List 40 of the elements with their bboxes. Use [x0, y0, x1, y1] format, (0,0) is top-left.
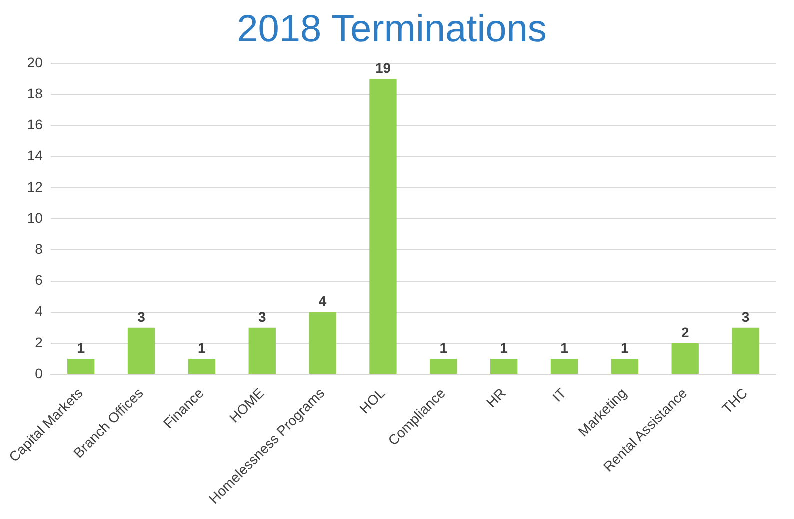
y-tick-label: 16 — [27, 116, 44, 133]
bar — [309, 312, 336, 374]
chart-title: 2018 Terminations — [237, 8, 547, 50]
x-tick-label: HOL — [356, 384, 388, 417]
data-label: 1 — [440, 340, 448, 356]
bar — [550, 358, 578, 374]
y-tick-label: 10 — [27, 210, 44, 226]
data-label: 2 — [681, 324, 690, 340]
data-label: 4 — [318, 293, 327, 310]
data-label: 1 — [77, 340, 86, 356]
data-label: 1 — [560, 340, 569, 356]
bar — [370, 79, 397, 374]
y-tick-label: 4 — [35, 303, 44, 320]
y-tick-label: 12 — [27, 178, 44, 195]
bar — [611, 358, 639, 374]
bar — [128, 328, 156, 374]
data-label: 1 — [198, 340, 206, 356]
y-tick-label: 18 — [27, 86, 44, 102]
y-tick-label: 6 — [35, 272, 44, 288]
bar — [490, 358, 518, 374]
data-label: 3 — [138, 308, 146, 325]
bar — [732, 328, 760, 374]
y-tick-label: 8 — [35, 241, 44, 258]
y-tick-label: 14 — [27, 148, 44, 164]
x-tick-label: HR — [483, 385, 509, 411]
bar — [430, 358, 458, 374]
data-label: 19 — [375, 60, 392, 76]
y-tick-label: 20 — [27, 54, 44, 70]
data-label: 3 — [258, 308, 266, 325]
bar — [67, 358, 95, 374]
bar — [188, 358, 216, 374]
x-tick-label: THC — [718, 385, 751, 417]
data-label: 1 — [621, 340, 630, 356]
bar — [672, 343, 699, 374]
data-label: 1 — [500, 340, 508, 356]
bar — [248, 328, 276, 374]
data-label: 3 — [742, 308, 750, 325]
y-tick-label: 2 — [35, 334, 44, 350]
y-tick-label: 0 — [35, 365, 44, 382]
x-tick-label: IT — [549, 384, 570, 406]
